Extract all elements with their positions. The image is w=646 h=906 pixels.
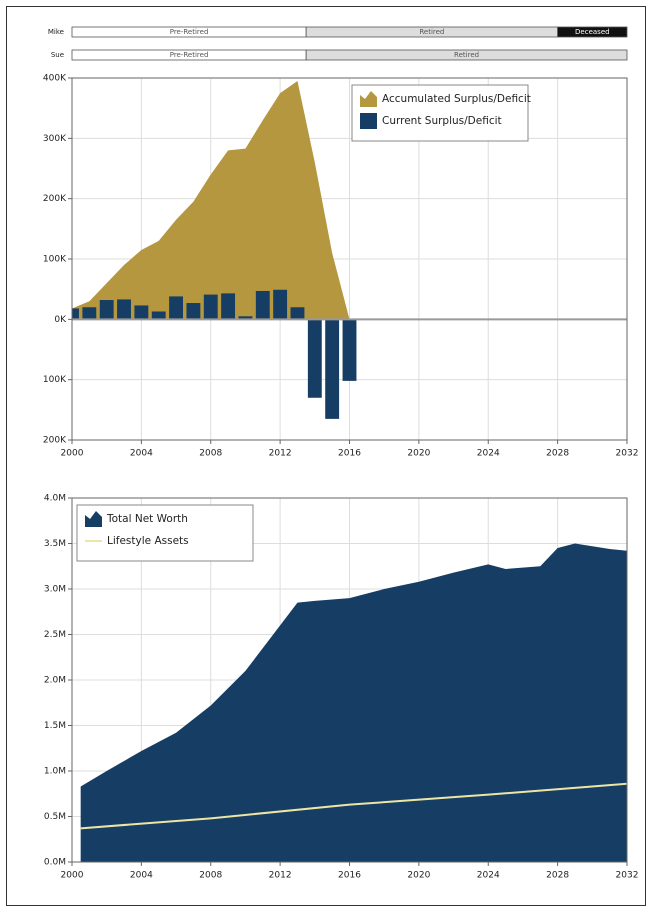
y-tick-label: 100K (43, 375, 67, 385)
timeline-name: Mike (48, 28, 64, 36)
x-tick-label: 2016 (338, 871, 361, 881)
y-tick-label: 200K (43, 194, 67, 204)
x-tick-label: 2008 (199, 871, 222, 881)
x-tick-label: 2012 (269, 871, 292, 881)
y-tick-label: 0.0M (44, 858, 66, 868)
plot-frame (71, 497, 628, 863)
bar (307, 319, 322, 398)
bar (82, 307, 97, 320)
plot (72, 78, 627, 440)
bar (273, 289, 288, 320)
x-tick-label: 2020 (407, 449, 430, 459)
y-tick-label: 400K (43, 74, 67, 84)
y-tick-label: 2.5M (44, 630, 66, 640)
x-tick-label: 2032 (616, 449, 639, 459)
legend-label: Accumulated Surplus/Deficit (382, 93, 531, 105)
y-tick-label: 1.5M (44, 721, 66, 731)
bar (221, 293, 236, 320)
area (80, 543, 627, 862)
bar (99, 300, 114, 320)
timeline-label: Retired (419, 28, 444, 36)
legend-box (76, 504, 254, 562)
y-tick-label: 3.0M (44, 585, 66, 595)
x-tick-label: 2000 (61, 871, 84, 881)
y-tick-label: 3.5M (44, 539, 66, 549)
legend-icon (360, 113, 377, 129)
bar (72, 308, 79, 320)
line (80, 782, 627, 830)
bar (342, 319, 357, 381)
x-tick-label: 2032 (616, 871, 639, 881)
y-tick-label: 2.0M (44, 676, 66, 686)
y-tick-label: 100K (43, 255, 67, 265)
legend-icon (85, 511, 102, 527)
y-tick-label: 1.0M (44, 767, 66, 777)
timeline-phase (557, 26, 628, 38)
x-tick-label: 2004 (130, 871, 153, 881)
bar (255, 290, 270, 320)
plot-frame (71, 77, 628, 441)
timeline-label: Pre-Retired (170, 51, 209, 59)
y-tick-label: 4.0M (44, 494, 66, 504)
x-tick-label: 2024 (477, 871, 500, 881)
timeline-label: Retired (454, 51, 479, 59)
area (72, 81, 350, 320)
x-tick-label: 2020 (407, 871, 430, 881)
bar (169, 296, 183, 320)
bar (290, 307, 305, 320)
legend-label: Lifestyle Assets (107, 535, 189, 547)
y-tick-label: 300K (43, 134, 67, 144)
bar (325, 319, 340, 419)
x-tick-label: 2028 (546, 449, 569, 459)
x-tick-label: 2000 (61, 449, 84, 459)
x-tick-label: 2012 (269, 449, 292, 459)
legend-box (351, 84, 529, 142)
y-tick-label: 0.5M (44, 812, 66, 822)
bar (134, 305, 149, 320)
x-tick-label: 2008 (199, 449, 222, 459)
y-tick-label: 200K (43, 436, 67, 446)
timeline-name: Sue (51, 51, 64, 59)
bar (203, 294, 218, 320)
legend-label: Current Surplus/Deficit (382, 115, 502, 127)
y-tick-label: 0K (54, 315, 67, 325)
timeline-label: Deceased (575, 28, 610, 36)
x-tick-label: 2004 (130, 449, 153, 459)
x-tick-label: 2024 (477, 449, 500, 459)
plot (72, 498, 627, 862)
timeline-phase (305, 49, 628, 61)
bar (151, 311, 166, 320)
legend-icon (360, 91, 377, 107)
bar (117, 299, 131, 320)
bar (186, 303, 201, 320)
x-tick-label: 2016 (338, 449, 361, 459)
legend-label: Total Net Worth (106, 513, 188, 525)
timeline-label: Pre-Retired (170, 28, 209, 36)
bar (238, 316, 253, 320)
x-tick-label: 2028 (546, 871, 569, 881)
